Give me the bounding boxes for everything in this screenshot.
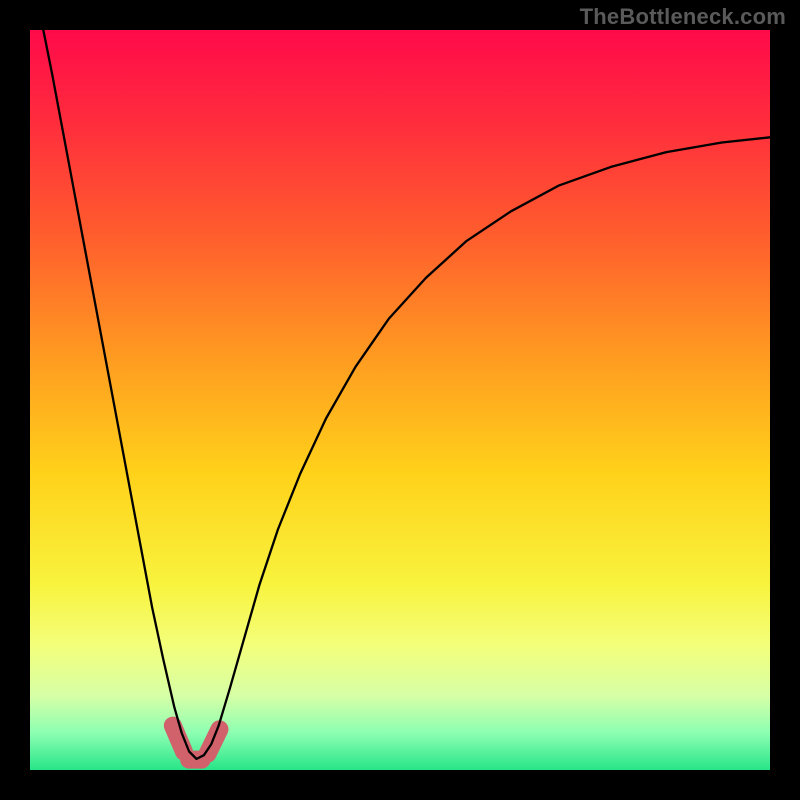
bottleneck-chart — [0, 0, 800, 800]
chart-container: TheBottleneck.com — [0, 0, 800, 800]
plot-background — [30, 30, 770, 770]
watermark-text: TheBottleneck.com — [580, 4, 786, 30]
bottom-marker — [173, 726, 184, 752]
